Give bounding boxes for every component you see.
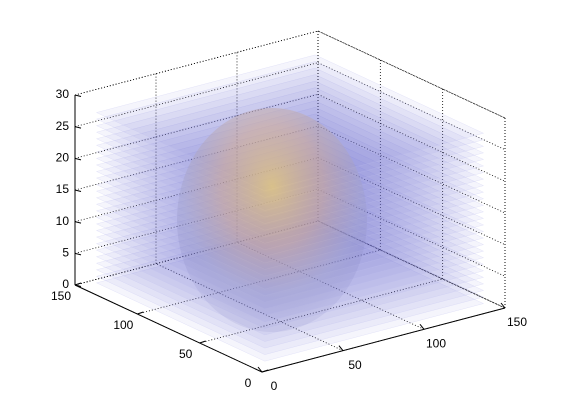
x-tick bbox=[338, 345, 344, 351]
y-tick-label: 50 bbox=[179, 347, 193, 361]
x-tick-label: 100 bbox=[426, 337, 446, 351]
volume-head bbox=[177, 108, 367, 332]
x-tick-label: 0 bbox=[271, 379, 278, 393]
z-tick bbox=[74, 252, 82, 256]
z-tick-label: 20 bbox=[56, 151, 70, 165]
grid-line bbox=[317, 157, 506, 246]
x-tick bbox=[419, 324, 425, 330]
grid-line bbox=[317, 62, 506, 151]
z-tick-label: 10 bbox=[56, 214, 70, 228]
y-tick bbox=[137, 311, 144, 315]
grid-line bbox=[317, 220, 506, 309]
z-tick bbox=[74, 189, 82, 192]
z-tick bbox=[74, 221, 82, 224]
z-tick bbox=[74, 157, 82, 161]
y-tick-label: 100 bbox=[113, 318, 133, 332]
grid-line bbox=[317, 125, 506, 214]
z-tick bbox=[74, 126, 82, 129]
z-tick-label: 0 bbox=[62, 277, 69, 291]
x-tick bbox=[500, 302, 506, 309]
grid-line bbox=[155, 263, 344, 352]
z-tick-label: 5 bbox=[62, 246, 69, 260]
grid-line bbox=[317, 30, 506, 119]
grid-line bbox=[317, 188, 506, 277]
y-axis bbox=[74, 284, 263, 373]
z-tick-label: 15 bbox=[56, 182, 70, 196]
y-tick-label: 150 bbox=[51, 289, 71, 303]
z-tick-label: 30 bbox=[56, 87, 70, 101]
x-tick-label: 150 bbox=[507, 315, 527, 329]
z-tick-label: 25 bbox=[56, 119, 70, 133]
x-tick-label: 50 bbox=[348, 358, 362, 372]
y-tick bbox=[199, 340, 206, 344]
y-tick bbox=[74, 282, 82, 286]
grid-line bbox=[317, 93, 506, 182]
z-tick bbox=[74, 94, 82, 97]
y-tick-label: 0 bbox=[245, 376, 252, 390]
box-edge bbox=[317, 30, 506, 119]
x-axis bbox=[261, 307, 506, 373]
